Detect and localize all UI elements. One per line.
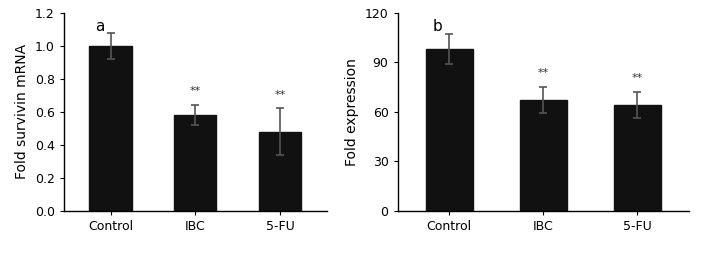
- Text: **: **: [537, 68, 549, 78]
- Text: b: b: [432, 19, 442, 34]
- Bar: [613, 105, 660, 211]
- Text: a: a: [95, 19, 105, 34]
- Text: **: **: [631, 73, 643, 83]
- Y-axis label: Fold expression: Fold expression: [345, 58, 359, 166]
- Bar: [426, 49, 473, 211]
- Text: **: **: [190, 86, 201, 96]
- Bar: [520, 100, 567, 211]
- Bar: [89, 46, 131, 211]
- Text: **: **: [274, 90, 285, 100]
- Y-axis label: Fold survivin mRNA: Fold survivin mRNA: [16, 44, 29, 179]
- Bar: [174, 115, 217, 211]
- Bar: [259, 132, 301, 211]
